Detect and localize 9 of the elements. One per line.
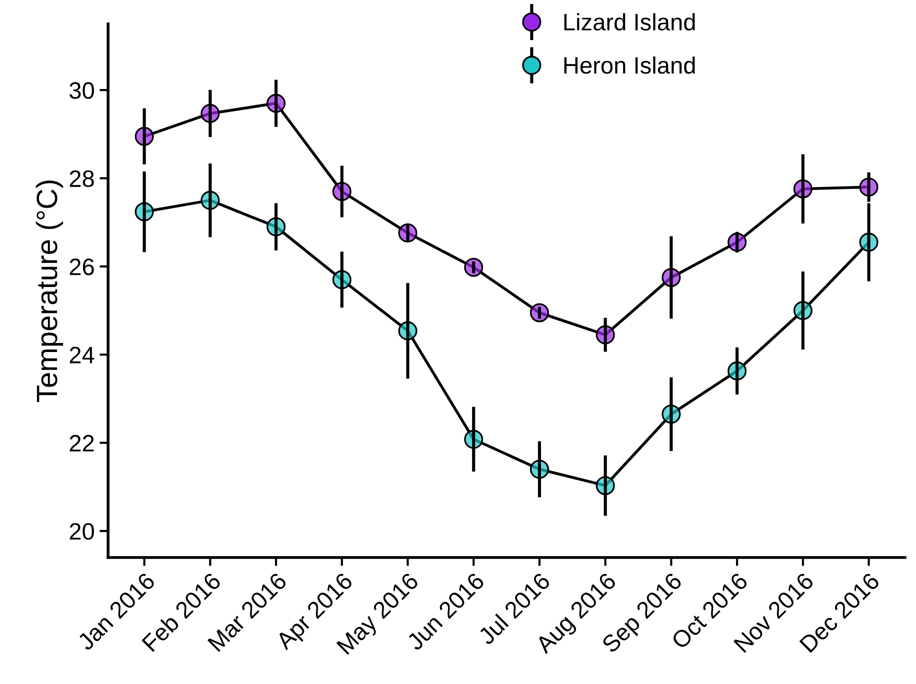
y-tick-label: 26	[70, 258, 94, 276]
y-tick-label: 20	[70, 523, 94, 540]
legend-label: Lizard Island	[564, 13, 695, 31]
y-tick-label: 30	[70, 82, 94, 99]
y-tick-label: 22	[70, 434, 94, 452]
y-tick-label: 28	[70, 170, 94, 188]
legend-label: Heron Island	[564, 56, 695, 74]
y-tick-label: 24	[70, 346, 94, 364]
y-axis-title: Temperature (°C)	[36, 180, 64, 402]
